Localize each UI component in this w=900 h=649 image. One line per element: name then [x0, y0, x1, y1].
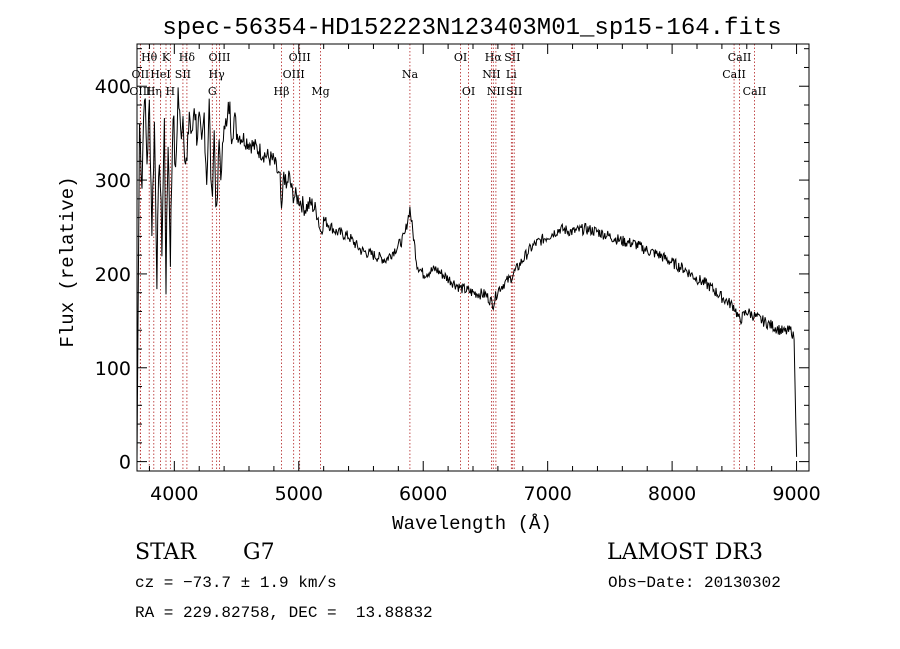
marker-label-24: SII: [506, 85, 522, 98]
x-tick-label-3: 7000: [523, 483, 571, 505]
marker-label-8: SII: [175, 68, 191, 81]
y-tick-label-0: 0: [119, 452, 131, 474]
x-tick-label-1: 5000: [275, 483, 323, 505]
object-subclass: G7: [243, 540, 275, 565]
survey-name: LAMOST DR3: [607, 540, 763, 565]
redshift-cz: cz = −73.7 ± 1.9 km/s: [135, 574, 337, 592]
marker-label-15: Mg: [311, 85, 329, 98]
marker-label-26: CaII: [722, 68, 746, 81]
y-tick-label-4: 400: [95, 76, 131, 98]
x-tick-label-0: 4000: [150, 483, 198, 505]
marker-label-20: SII: [504, 51, 520, 64]
y-axis-ticks: 0 100 200 300 400: [95, 48, 809, 474]
marker-label-6: H: [166, 85, 176, 98]
object-class: STAR: [135, 540, 196, 565]
x-tick-label-5: 9000: [772, 483, 820, 505]
marker-label-11: G: [208, 85, 217, 98]
marker-label-1: OII: [132, 68, 150, 81]
x-tick-label-2: 6000: [399, 483, 447, 505]
marker-label-14: Hβ: [274, 85, 290, 98]
chart-title: spec-56354-HD152223N123403M01_sp15-164.f…: [162, 15, 781, 42]
x-tick-label-4: 8000: [648, 483, 696, 505]
y-tick-label-1: 100: [95, 358, 131, 380]
marker-label-5: HeI: [150, 68, 170, 81]
marker-label-7: Hδ: [179, 51, 196, 64]
y-tick-label-2: 200: [95, 264, 131, 286]
y-tick-label-3: 300: [95, 170, 131, 192]
marker-label-12: OIII: [289, 51, 311, 64]
marker-label-9: OIII: [208, 51, 230, 64]
marker-label-4: K: [162, 51, 171, 64]
marker-label-13: OIII: [283, 68, 305, 81]
spectrum-series: [136, 87, 798, 462]
marker-label-23: NII: [487, 85, 505, 98]
plot-frame: [136, 43, 810, 472]
marker-label-22: Li: [506, 68, 517, 81]
marker-label-18: OI: [462, 85, 475, 98]
observation-date: Obs−Date: 20130302: [608, 574, 781, 592]
marker-label-17: OI: [454, 51, 467, 64]
x-axis-ticks: 4000 5000 6000 7000 8000 9000: [148, 44, 821, 505]
spectrum-line: [136, 87, 798, 462]
coordinates: RA = 229.82758, DEC = 13.88832: [135, 604, 433, 622]
marker-label-3: Hη: [146, 85, 162, 98]
marker-label-21: NII: [482, 68, 500, 81]
marker-label-27: CaII: [743, 85, 767, 98]
y-axis-label: Flux (relative): [57, 176, 79, 347]
marker-label-16: Na: [402, 68, 419, 81]
x-axis-label: Wavelength (Å): [392, 513, 552, 535]
marker-label-10: Hγ: [209, 68, 226, 81]
marker-label-2: OIII: [129, 85, 151, 98]
marker-label-25: CaII: [728, 51, 752, 64]
marker-label-19: Hα: [485, 51, 503, 64]
marker-label-0: Hθ: [141, 51, 158, 64]
